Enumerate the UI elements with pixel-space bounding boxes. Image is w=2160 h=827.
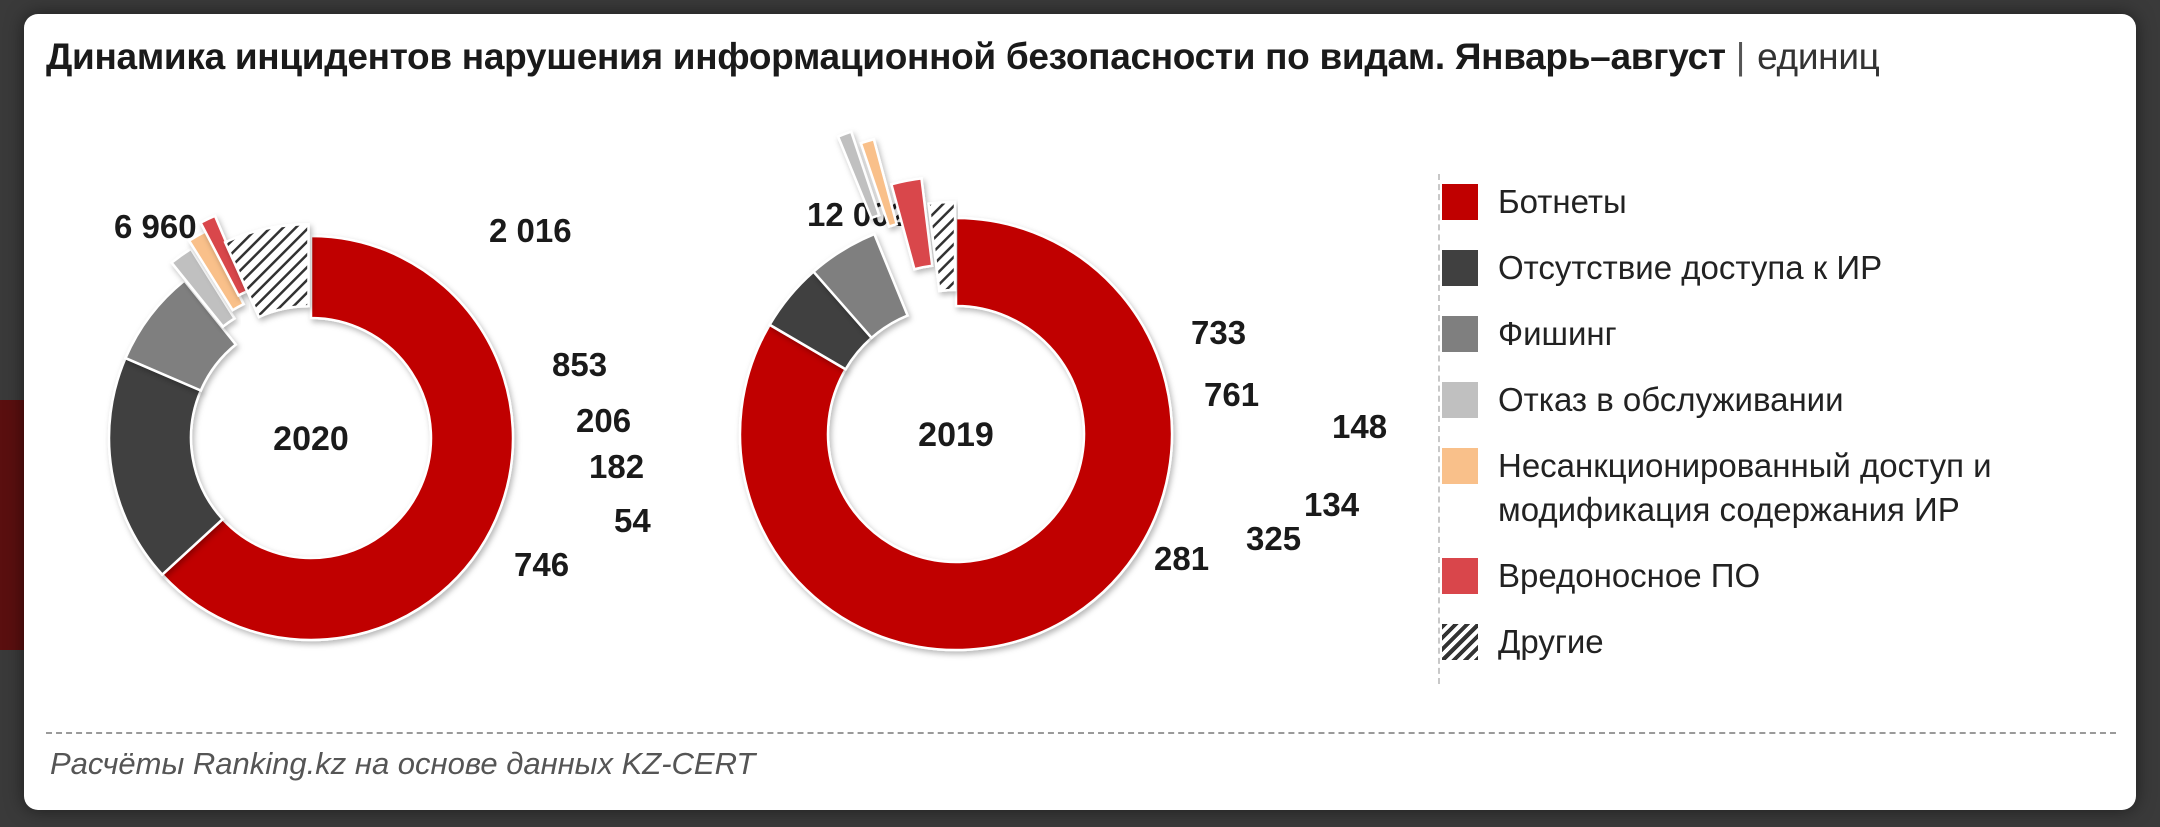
legend-label: Отказ в обслуживании (1498, 381, 1844, 418)
slice-2019-unauthorized (859, 137, 899, 229)
data-label-2019-phishing: 761 (1204, 376, 1259, 413)
legend-item-no-access: Отсутствие доступа к ИР (1442, 246, 2112, 290)
center-label-2020: 2020 (273, 420, 349, 458)
data-label-2020-no-access: 2 016 (489, 212, 572, 249)
chart-unit: единиц (1757, 36, 1880, 77)
slice-2020-phishing (123, 278, 238, 393)
chart-title: Динамика инцидентов нарушения информацио… (46, 36, 1880, 78)
legend-label: Ботнеты (1498, 183, 1627, 220)
legend-item-unauthorized: Несанкционированный доступ и модификация… (1442, 444, 2112, 532)
data-label-2019-unauthorized: 134 (1304, 486, 1360, 523)
data-label-2020-botnets: 6 960 (114, 208, 197, 245)
legend-swatch-no-access (1442, 250, 1478, 286)
slice-2019-dos (836, 130, 881, 220)
legend-item-malware: Вредоносное ПО (1442, 554, 2112, 598)
slice-2020-botnets (160, 234, 515, 642)
slice-2020-other (223, 223, 310, 319)
legend-item-dos: Отказ в обслуживании (1442, 378, 2112, 422)
data-label-2019-no-access: 733 (1191, 314, 1246, 351)
slice-2019-other (927, 200, 957, 293)
legend-label: Отсутствие доступа к ИР (1498, 249, 1883, 286)
legend-swatch-botnets (1442, 184, 1478, 220)
legend-item-other: Другие (1442, 620, 2112, 664)
legend-swatch-other (1442, 624, 1478, 660)
chart-title-text: Динамика инцидентов нарушения информацио… (46, 36, 1726, 77)
data-label-2020-other: 746 (514, 546, 569, 583)
data-label-2019-other: 281 (1154, 540, 1209, 577)
donut-2020: 6 960 2 016 853 206 182 54 746 2020 (107, 208, 651, 642)
legend-swatch-phishing (1442, 316, 1478, 352)
slice-2019-botnets (738, 216, 1174, 652)
slice-2020-unauthorized (187, 228, 246, 312)
legend-item-phishing: Фишинг (1442, 312, 2112, 356)
legend-label: Фишинг (1498, 315, 1617, 352)
title-separator: | (1735, 36, 1746, 77)
legend-item-botnets: Ботнеты (1442, 180, 2112, 224)
slice-2019-phishing (811, 232, 910, 340)
center-label-2019: 2019 (918, 416, 994, 454)
data-label-2020-malware: 54 (614, 502, 651, 539)
slice-2020-dos (169, 247, 237, 329)
source-note: Расчёты Ranking.kz на основе данных KZ-C… (50, 746, 756, 781)
legend-swatch-malware (1442, 558, 1478, 594)
data-label-2020-unauthorized: 182 (589, 448, 644, 485)
data-label-2020-phishing: 853 (552, 346, 607, 383)
footer-divider (46, 732, 2116, 734)
legend-divider (1438, 174, 1440, 684)
legend: Ботнеты Отсутствие доступа к ИР Фишинг Отка… (1442, 180, 2112, 686)
slice-2019-malware (889, 177, 934, 271)
data-label-2020-dos: 206 (576, 402, 631, 439)
data-label-2019-malware: 325 (1246, 520, 1301, 557)
data-label-2019-dos: 148 (1332, 408, 1387, 445)
legend-swatch-dos (1442, 382, 1478, 418)
legend-swatch-unauthorized (1442, 448, 1478, 484)
chart-card: Динамика инцидентов нарушения информацио… (24, 14, 2136, 810)
legend-label: Другие (1498, 623, 1604, 660)
legend-label: Вредоносное ПО (1498, 557, 1761, 594)
legend-label: Несанкционированный доступ и модификация… (1498, 447, 1992, 528)
